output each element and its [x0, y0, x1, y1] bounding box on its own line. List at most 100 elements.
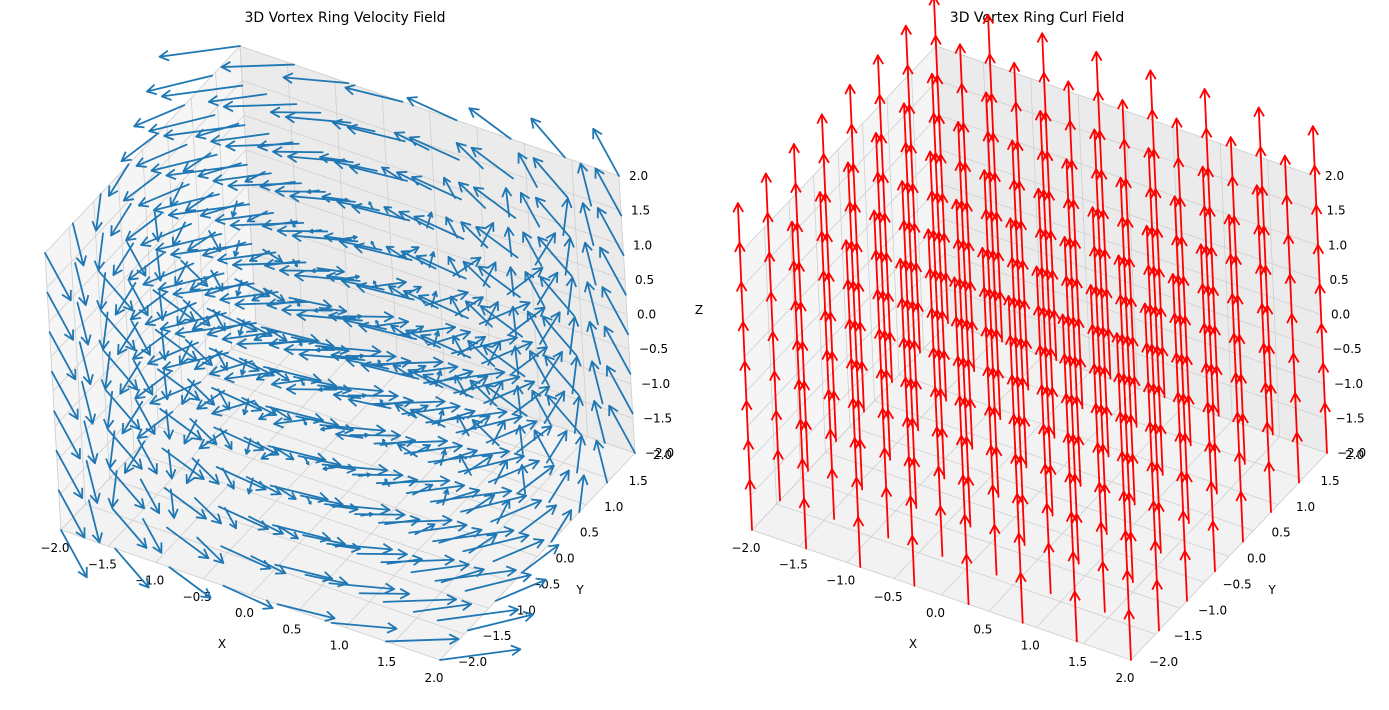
- z-tick-label: −1.5: [1336, 411, 1365, 425]
- vector-arrow: [128, 280, 149, 317]
- x-tick-label: 1.0: [330, 639, 349, 653]
- vector-arrow: [844, 83, 856, 136]
- vector-arrow: [281, 304, 333, 316]
- vector-arrow: [331, 118, 376, 133]
- vector-arrow: [814, 191, 827, 243]
- vector-arrow: [1223, 213, 1235, 266]
- vector-arrow: [407, 404, 429, 417]
- vector-arrow: [159, 407, 203, 441]
- y-tick-label: 0.5: [580, 526, 599, 540]
- vector-arrow: [372, 317, 410, 329]
- vector-arrow: [197, 162, 242, 180]
- y-tick-label: −0.5: [1223, 577, 1252, 591]
- vector-arrow: [548, 469, 570, 504]
- vector-arrow: [311, 268, 325, 274]
- vector-arrow: [287, 151, 354, 164]
- vector-arrow: [304, 573, 349, 588]
- vector-arrow: [978, 169, 991, 221]
- vector-arrow: [217, 505, 269, 531]
- vector-arrow: [457, 335, 486, 356]
- vector-arrow: [545, 430, 568, 464]
- vector-arrow: [78, 341, 94, 386]
- z-tick-label: −2.0: [645, 446, 674, 460]
- vector-arrow: [344, 84, 404, 103]
- vector-arrow: [443, 176, 456, 199]
- z-tick-label: 1.5: [1327, 204, 1346, 218]
- vector-arrow: [381, 166, 402, 181]
- vector-arrow: [1003, 295, 1015, 347]
- vector-arrow: [347, 390, 399, 402]
- z-tick-label: −1.5: [643, 411, 672, 425]
- vector-arrow: [532, 157, 569, 198]
- vector-arrow: [375, 475, 451, 487]
- vector-arrow: [174, 261, 189, 287]
- vector-arrow: [120, 133, 158, 162]
- vector-arrow: [292, 258, 298, 268]
- y-tick-label: 2.0: [653, 448, 672, 462]
- vector-arrow: [454, 296, 484, 317]
- z-tick-label: 1.0: [1328, 238, 1347, 252]
- vector-arrow: [87, 499, 103, 544]
- x-tick-label: 1.0: [1021, 639, 1040, 653]
- vector-arrow: [370, 277, 407, 289]
- vector-arrow: [1251, 184, 1263, 237]
- vector-arrow: [567, 316, 580, 355]
- z-tick-label: −0.5: [1333, 342, 1362, 356]
- vector-arrow: [894, 257, 907, 310]
- x-gridline: [1083, 436, 1280, 645]
- vector-arrow: [590, 400, 606, 444]
- x-tick-label: 0.0: [926, 606, 945, 620]
- vector-arrow: [354, 508, 406, 521]
- vector-arrow: [165, 448, 177, 480]
- y-gridline: [911, 71, 924, 349]
- vector-arrow: [107, 163, 130, 197]
- vector-arrow: [1113, 254, 1125, 307]
- z-axis-label: Z: [695, 303, 703, 317]
- vector-arrow: [296, 309, 363, 322]
- vector-arrow: [360, 361, 420, 380]
- vector-arrow: [356, 548, 408, 560]
- vector-arrow: [244, 437, 252, 455]
- vector-arrow: [1090, 50, 1103, 103]
- y-tick-label: −1.5: [1174, 629, 1203, 643]
- chart-title: 3D Vortex Ring Curl Field: [950, 10, 1124, 26]
- x-gridline: [618, 175, 636, 454]
- z-tick-label: −1.0: [641, 377, 670, 391]
- vector-arrow: [193, 497, 222, 525]
- vector-arrow: [1059, 235, 1071, 288]
- vector-arrow: [93, 232, 106, 272]
- vector-arrow: [1006, 139, 1019, 192]
- vector-arrow: [412, 483, 434, 496]
- vector-arrow: [1279, 154, 1291, 207]
- vector-arrow: [154, 328, 198, 362]
- vector-arrow: [403, 441, 463, 455]
- vector-arrow: [898, 102, 911, 155]
- vector-arrow: [330, 621, 398, 634]
- vector-arrow: [1199, 88, 1211, 140]
- vector-arrow: [293, 375, 337, 390]
- vector-arrow: [53, 410, 81, 460]
- vector-arrow: [952, 121, 965, 173]
- vector-arrow: [285, 383, 338, 395]
- vector-arrow: [259, 179, 296, 192]
- vector-arrow: [269, 367, 290, 382]
- vector-arrow: [346, 123, 406, 143]
- vector-arrow: [453, 373, 521, 394]
- vector-arrow: [1117, 99, 1129, 151]
- vector-arrow: [306, 496, 312, 505]
- vector-arrow: [91, 192, 103, 232]
- x-tick-label: −1.5: [88, 557, 117, 571]
- vector-arrow: [870, 132, 883, 184]
- vector-arrow: [1087, 206, 1099, 259]
- vector-arrow: [429, 486, 513, 503]
- vector-arrow: [166, 526, 210, 560]
- vector-arrow: [353, 242, 413, 261]
- vector-arrow: [297, 455, 342, 469]
- vector-arrow: [400, 285, 422, 298]
- vector-arrow: [151, 211, 163, 242]
- vector-arrow: [135, 143, 188, 168]
- z-tick-label: 0.0: [637, 308, 656, 322]
- vector-arrow: [464, 571, 532, 592]
- vector-arrow: [608, 404, 636, 454]
- vector-arrow: [208, 347, 260, 373]
